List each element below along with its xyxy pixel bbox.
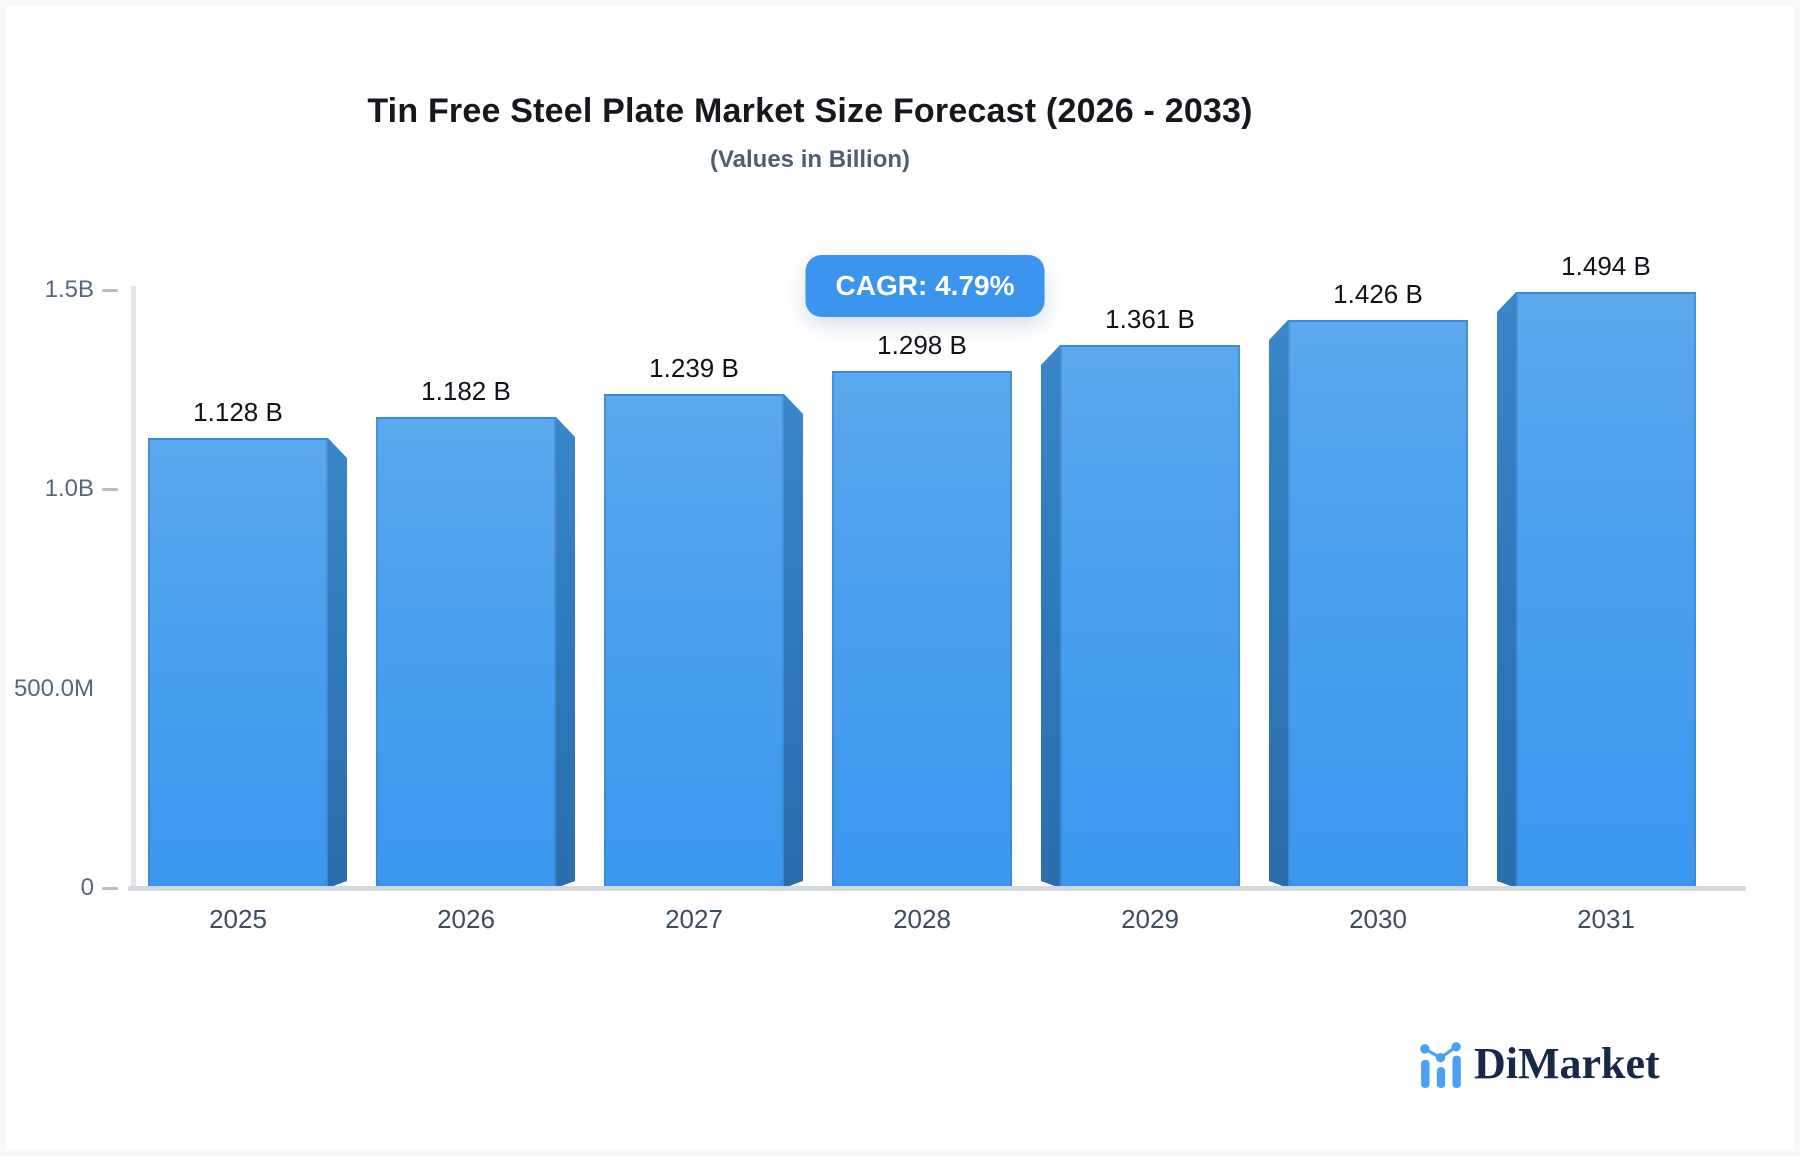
x-axis-label-2026: 2026	[437, 904, 495, 934]
mini-bar-line-chart-icon	[1420, 1042, 1461, 1088]
x-axis-label-2030: 2030	[1349, 904, 1407, 934]
bar-2025[interactable]	[148, 438, 328, 888]
y-axis-tick	[102, 488, 118, 492]
bar-value-label-2026: 1.182 B	[421, 376, 511, 406]
bar-2025-side-face	[328, 438, 347, 888]
x-axis-label-2028: 2028	[893, 904, 951, 934]
bar-value-label-2025: 1.128 B	[193, 397, 283, 427]
bar-value-label-2029: 1.361 B	[1105, 304, 1195, 334]
brand-logo: DiMarket	[1420, 1040, 1660, 1088]
bar-2030[interactable]	[1288, 320, 1468, 888]
bar-2031[interactable]	[1516, 292, 1696, 888]
x-axis-line	[128, 886, 1746, 891]
bar-2028[interactable]	[832, 371, 1012, 888]
y-axis-label-0: 0	[80, 874, 94, 901]
y-axis-label-1.0B: 1.0B	[44, 475, 94, 503]
bar-value-label-2030: 1.426 B	[1333, 279, 1423, 309]
bar-value-label-2027: 1.239 B	[649, 353, 739, 383]
y-axis-label-1.5B: 1.5B	[44, 276, 94, 303]
y-axis-line	[131, 286, 136, 891]
bar-plot-area: 1.128 B 2025 1.182 B 2026 1.239 B 2027 1.298 B…	[124, 251, 1720, 934]
bar-value-label-2028: 1.298 B	[877, 330, 967, 360]
bar-2027-side-face	[784, 394, 803, 888]
cagr-badge: CAGR: 4.79%	[805, 255, 1045, 317]
chart-subtitle: (Values in Billion)	[709, 146, 911, 173]
x-axis-label-2025: 2025	[209, 904, 267, 934]
brand-name: DiMarket	[1474, 1039, 1660, 1088]
x-axis-label-2029: 2029	[1121, 904, 1179, 934]
chart-title: Tin Free Steel Plate Market Size Forecas…	[367, 92, 1253, 130]
bar-value-label-2031: 1.494 B	[1561, 251, 1651, 281]
bar-2027[interactable]	[604, 394, 784, 888]
bar-2029-side-face	[1041, 345, 1060, 888]
bar-2026[interactable]	[376, 417, 556, 888]
y-axis-tick	[102, 887, 118, 890]
y-axis-label-500.0M: 500.0M	[13, 674, 94, 702]
x-axis-label-2031: 2031	[1577, 904, 1635, 934]
x-axis-label-2027: 2027	[665, 904, 723, 934]
y-axis-tick	[102, 289, 118, 292]
bar-2026-side-face	[556, 417, 575, 888]
bar-2031-side-face	[1497, 292, 1516, 888]
bar-2030-side-face	[1269, 320, 1288, 888]
bar-2029[interactable]	[1060, 345, 1240, 888]
